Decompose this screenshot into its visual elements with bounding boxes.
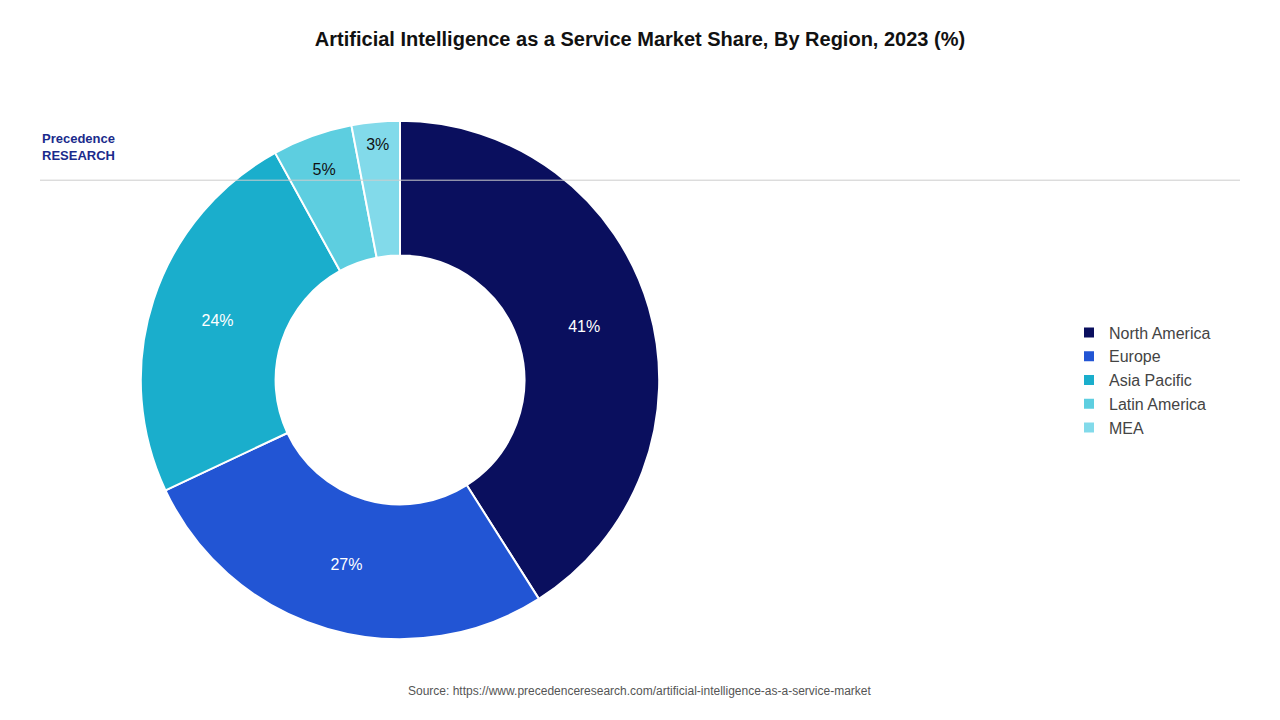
svg-text:Artificial Intelligence as a S: Artificial Intelligence as a Service Mar…: [315, 28, 965, 50]
svg-text:Source: https://www.precedence: Source: https://www.precedenceresearch.c…: [408, 684, 872, 698]
svg-text:PrecedenceRESEARCH: PrecedenceRESEARCH: [42, 131, 115, 163]
svg-text:27%: 27%: [330, 556, 362, 573]
svg-text:3%: 3%: [366, 136, 389, 153]
svg-text:Asia Pacific: Asia Pacific: [1109, 372, 1192, 389]
svg-text:41%: 41%: [568, 318, 600, 335]
svg-text:North America: North America: [1109, 325, 1210, 342]
svg-text:5%: 5%: [313, 161, 336, 178]
svg-text:MEA: MEA: [1109, 420, 1144, 437]
svg-text:Latin America: Latin America: [1109, 396, 1206, 413]
svg-text:24%: 24%: [202, 312, 234, 329]
svg-text:Europe: Europe: [1109, 348, 1161, 365]
